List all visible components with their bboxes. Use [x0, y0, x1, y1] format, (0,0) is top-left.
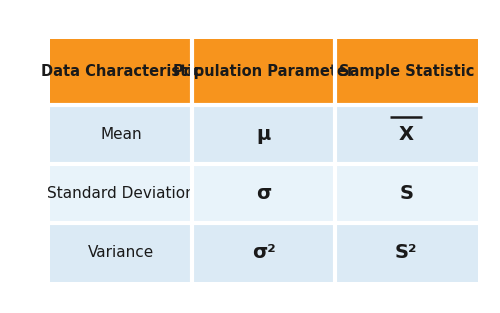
Bar — [335, 105, 478, 164]
Bar — [335, 223, 478, 282]
Text: Population Parameter: Population Parameter — [173, 64, 354, 80]
Bar — [192, 164, 335, 223]
Bar — [192, 105, 335, 164]
Text: Variance: Variance — [88, 245, 154, 260]
Text: Standard Deviation: Standard Deviation — [48, 186, 195, 201]
Text: Data Characteristic: Data Characteristic — [41, 64, 201, 80]
Text: S²: S² — [395, 243, 417, 262]
Bar — [50, 39, 193, 105]
Text: Sample Statistic: Sample Statistic — [338, 64, 474, 80]
Text: S: S — [400, 184, 413, 203]
Text: μ: μ — [256, 125, 271, 144]
Text: Mean: Mean — [100, 127, 142, 142]
Bar — [50, 223, 193, 282]
Bar — [335, 164, 478, 223]
Bar — [335, 39, 478, 105]
Bar — [50, 105, 193, 164]
Bar — [192, 39, 335, 105]
Bar — [192, 223, 335, 282]
Text: X: X — [399, 125, 414, 144]
Text: σ: σ — [256, 184, 272, 203]
Bar — [50, 164, 193, 223]
Text: σ²: σ² — [252, 243, 276, 262]
